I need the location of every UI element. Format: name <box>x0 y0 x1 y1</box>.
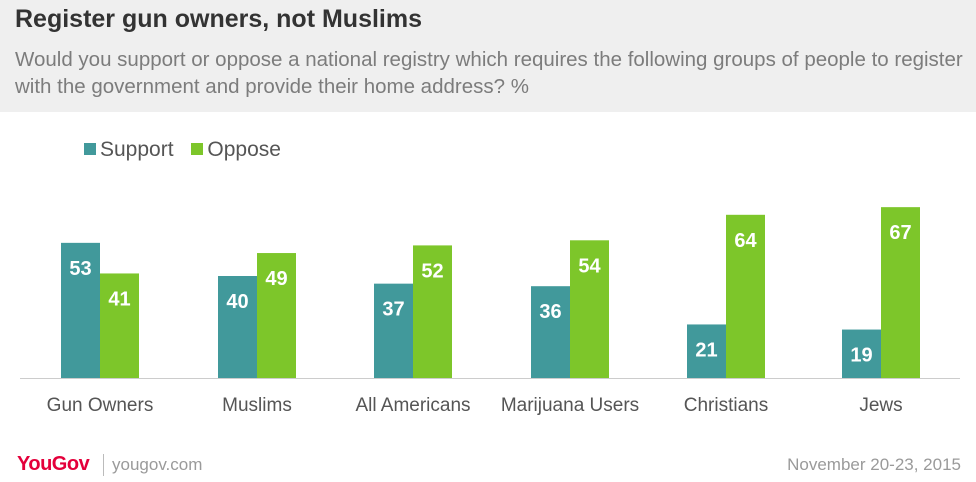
bar-support <box>374 283 413 378</box>
category-label: Jews <box>859 395 902 416</box>
bar-oppose <box>257 253 296 378</box>
legend-item-oppose: Oppose <box>191 138 281 162</box>
bar-support <box>218 276 257 378</box>
data-label-oppose: 41 <box>108 288 130 310</box>
data-label-support: 53 <box>69 258 91 280</box>
data-label-oppose: 52 <box>421 260 443 282</box>
bar-support <box>842 329 881 378</box>
legend-swatch-support <box>84 143 96 155</box>
footer-date: November 20-23, 2015 <box>787 455 961 474</box>
chart-legend: Support Oppose <box>84 138 293 162</box>
category-label: Marijuana Users <box>501 395 639 416</box>
bar-oppose <box>100 273 139 378</box>
bar-support <box>531 286 570 378</box>
legend-swatch-oppose <box>191 143 204 155</box>
bar-support <box>61 242 100 378</box>
data-label-oppose: 64 <box>734 230 757 252</box>
bar-support <box>687 324 726 378</box>
category-label: Christians <box>684 395 768 416</box>
bar-oppose <box>726 214 765 378</box>
page-subtitle: Would you support or oppose a national r… <box>15 48 963 98</box>
category-label: Gun Owners <box>47 395 154 416</box>
category-label: Muslims <box>222 395 292 416</box>
legend-item-support: Support <box>84 138 174 162</box>
bar-oppose <box>570 240 609 378</box>
data-label-oppose: 49 <box>265 268 287 290</box>
data-label-oppose: 54 <box>578 255 601 277</box>
data-label-support: 36 <box>539 301 561 323</box>
bar-oppose <box>881 207 920 378</box>
legend-label-support: Support <box>100 138 174 161</box>
footer: YouGov yougov.com November 20-23, 2015 <box>0 448 976 482</box>
bar-oppose <box>413 245 452 378</box>
data-label-support: 40 <box>226 291 248 313</box>
yougov-logo: YouGov <box>17 453 90 475</box>
data-label-oppose: 67 <box>889 222 911 244</box>
footer-site: yougov.com <box>112 455 203 474</box>
header: Register gun owners, not Muslims Would y… <box>0 0 976 112</box>
data-label-support: 21 <box>695 339 717 361</box>
bar-chart: 53 41 Gun Owners 40 49 Muslims 37 52 All America… <box>20 207 960 416</box>
data-label-support: 19 <box>850 345 872 367</box>
legend-label-oppose: Oppose <box>207 138 281 161</box>
data-label-support: 37 <box>382 299 404 321</box>
page-title: Register gun owners, not Muslims <box>15 5 422 33</box>
footer-divider <box>103 454 104 476</box>
category-label: All Americans <box>355 395 470 416</box>
